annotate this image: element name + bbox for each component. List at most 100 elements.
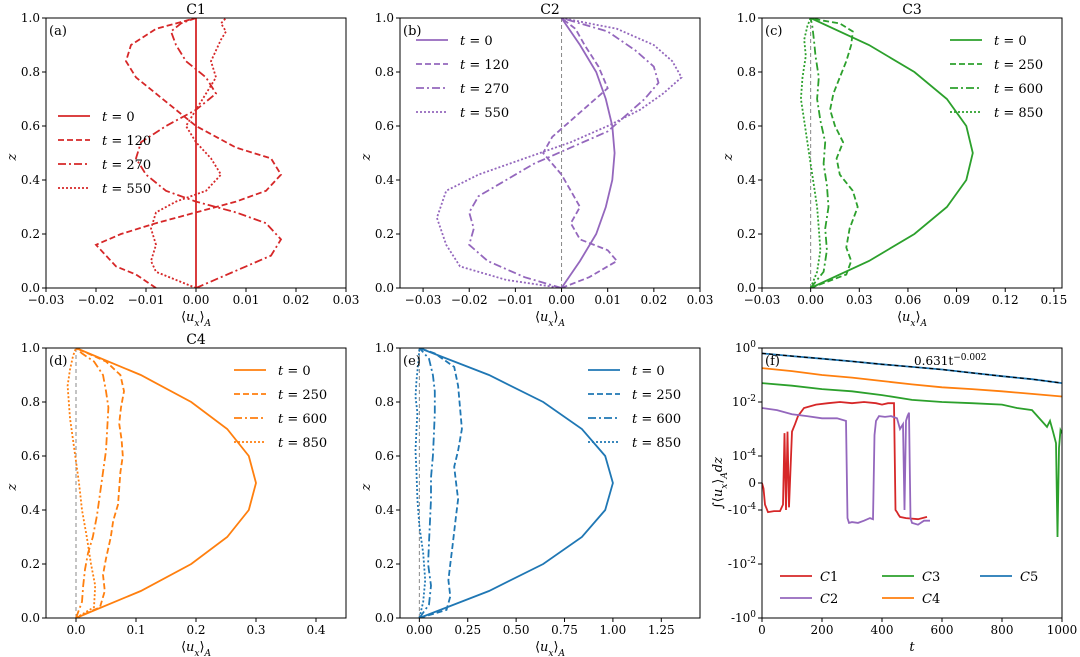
y-tick-label: 1.0 bbox=[375, 341, 394, 355]
y-tick-label: 0.2 bbox=[375, 227, 394, 241]
legend-label: t = 850 bbox=[632, 436, 681, 451]
series-line-0 bbox=[560, 18, 616, 288]
panel-label: (c) bbox=[765, 24, 782, 39]
x-axis-label: ⟨ux⟩A bbox=[897, 310, 928, 329]
y-tick-label: 0.6 bbox=[737, 119, 756, 133]
x-tick-label: 0.00 bbox=[183, 293, 210, 307]
legend-label: t = 250 bbox=[278, 388, 327, 403]
y-tick-label: 0.6 bbox=[375, 449, 394, 463]
x-tick-label: 0.00 bbox=[406, 623, 433, 637]
x-axis-label: ⟨ux⟩A bbox=[535, 310, 566, 329]
legend-label: t = 0 bbox=[278, 364, 311, 379]
y-tick-label: 0.0 bbox=[21, 611, 40, 625]
panel-label: (d) bbox=[49, 354, 67, 369]
y-tick-label: 0.4 bbox=[737, 173, 756, 187]
y-tick-label: 0.4 bbox=[375, 503, 394, 517]
series-line-3 bbox=[150, 18, 228, 288]
legend-label: t = 0 bbox=[460, 34, 493, 49]
x-tick-label: 0.03 bbox=[846, 293, 873, 307]
series-line-2 bbox=[418, 348, 436, 618]
y-tick-label: -10-4 bbox=[728, 502, 756, 517]
x-axis-label: ⟨ux⟩A bbox=[181, 310, 212, 329]
legend-label: C4 bbox=[922, 592, 940, 607]
x-tick-label: 0.00 bbox=[797, 293, 824, 307]
legend-label: t = 270 bbox=[460, 82, 509, 97]
y-tick-label: 10-4 bbox=[732, 448, 756, 463]
x-tick-label: 0.1 bbox=[126, 623, 145, 637]
y-axis-label: z bbox=[359, 483, 374, 491]
panel-label: (e) bbox=[403, 354, 421, 369]
x-tick-label: 0.02 bbox=[283, 293, 310, 307]
y-tick-label: 0.6 bbox=[21, 119, 40, 133]
y-tick-label: 0.8 bbox=[21, 395, 40, 409]
legend-label: t = 550 bbox=[102, 182, 151, 197]
x-tick-label: 0.3 bbox=[246, 623, 265, 637]
series-line-2 bbox=[135, 18, 283, 288]
legend-label: t = 600 bbox=[994, 82, 1043, 97]
x-tick-label: −0.03 bbox=[405, 293, 442, 307]
y-tick-label: 0.2 bbox=[21, 557, 40, 571]
series-line-0 bbox=[75, 348, 257, 618]
legend-label: C3 bbox=[922, 570, 940, 585]
x-tick-label: 0.03 bbox=[333, 293, 360, 307]
x-tick-label: 200 bbox=[811, 623, 834, 637]
y-tick-label: 0.8 bbox=[375, 65, 394, 79]
x-tick-label: 0.12 bbox=[992, 293, 1019, 307]
y-axis-label: z bbox=[721, 153, 736, 161]
plot-frame bbox=[761, 347, 1063, 619]
x-axis-label: ⟨ux⟩A bbox=[535, 640, 566, 657]
y-tick-label: 1.0 bbox=[737, 11, 756, 25]
plot-frame bbox=[399, 347, 701, 619]
x-tick-label: 1.25 bbox=[648, 623, 675, 637]
x-tick-label: −0.03 bbox=[28, 293, 65, 307]
series-line-3 bbox=[435, 18, 683, 288]
legend-label: t = 550 bbox=[460, 106, 509, 121]
x-axis-label: t bbox=[909, 640, 915, 655]
x-tick-label: 0.02 bbox=[640, 293, 667, 307]
x-tick-label: −0.02 bbox=[78, 293, 115, 307]
legend-label: t = 850 bbox=[994, 106, 1043, 121]
y-tick-label: 1.0 bbox=[375, 11, 394, 25]
y-tick-label: 0.4 bbox=[375, 173, 394, 187]
panel-d: 0.0 0.1 0.2 0.3 0.4 0.0 0.2 0.4 0.6 0.8 1.0 ⟨ux⟩A z C… bbox=[5, 332, 347, 657]
legend-label: C2 bbox=[820, 592, 838, 607]
y-tick-label: 0.2 bbox=[375, 557, 394, 571]
y-tick-label: 0.4 bbox=[21, 173, 40, 187]
x-tick-label: 0.01 bbox=[594, 293, 621, 307]
x-tick-label: 0.75 bbox=[551, 623, 578, 637]
series-line-1 bbox=[542, 18, 619, 288]
series-line-0 bbox=[419, 348, 614, 618]
x-tick-label: 0.4 bbox=[306, 623, 325, 637]
y-tick-label: 10-2 bbox=[732, 394, 756, 409]
chart-title: C1 bbox=[186, 2, 206, 18]
x-tick-label: 800 bbox=[991, 623, 1014, 637]
x-tick-label: −0.02 bbox=[451, 293, 488, 307]
series-line-C2 bbox=[762, 407, 930, 526]
x-tick-label: 0.01 bbox=[233, 293, 260, 307]
y-tick-label: 0.8 bbox=[21, 65, 40, 79]
x-tick-label: 0 bbox=[758, 623, 766, 637]
x-tick-label: 0.0 bbox=[66, 623, 85, 637]
y-tick-label: 0.2 bbox=[21, 227, 40, 241]
fit-line bbox=[762, 352, 1062, 384]
y-tick-label: 1.0 bbox=[21, 341, 40, 355]
series-line-1 bbox=[94, 18, 283, 288]
y-tick-label: 0.0 bbox=[375, 611, 394, 625]
legend-label: t = 270 bbox=[102, 158, 151, 173]
fit-annotation: 0.631t−0.002 bbox=[914, 353, 987, 368]
series-line-3 bbox=[66, 348, 97, 618]
panel-label: (a) bbox=[49, 24, 67, 39]
series-line-2 bbox=[468, 18, 660, 288]
x-tick-label: 0.50 bbox=[503, 623, 530, 637]
y-tick-label: 0.2 bbox=[737, 227, 756, 241]
legend-label: C1 bbox=[820, 570, 838, 585]
x-tick-label: 0.2 bbox=[186, 623, 205, 637]
y-tick-label: 0.8 bbox=[737, 65, 756, 79]
y-axis-label: ∫⟨ux⟩Adz bbox=[711, 457, 730, 509]
chart-title: C2 bbox=[540, 2, 560, 18]
y-tick-label: 0.0 bbox=[21, 281, 40, 295]
series-line-C3 bbox=[762, 382, 1062, 538]
panel-a: −0.03 −0.02 −0.01 0.00 0.01 0.02 0.03 0.0 0.2 0.4… bbox=[5, 2, 359, 329]
plot-frame bbox=[761, 17, 1063, 289]
panel-label: (f) bbox=[765, 354, 780, 369]
